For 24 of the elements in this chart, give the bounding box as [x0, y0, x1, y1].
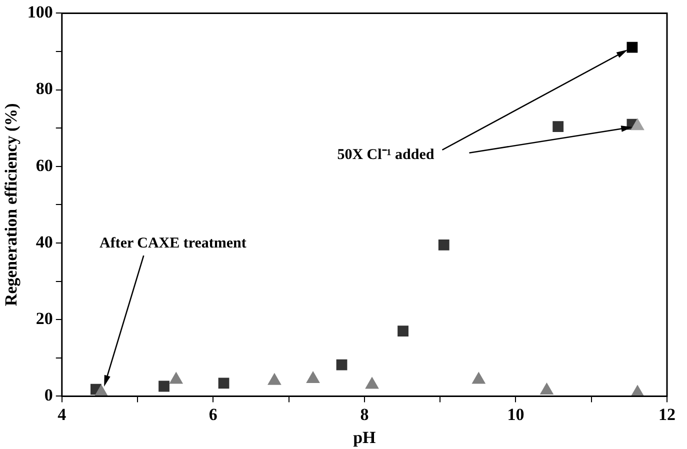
annotation: After CAXE treatment: [100, 235, 246, 252]
point: [268, 373, 282, 385]
point: [540, 382, 554, 394]
y-tick-label: 100: [27, 2, 53, 22]
point: [438, 239, 450, 250]
y-tick-label: 80: [36, 79, 53, 98]
point: [306, 371, 320, 383]
x-tick-label: 6: [208, 404, 218, 424]
point: [365, 377, 379, 389]
x-tick-label: 12: [658, 404, 676, 424]
annotation: 50X Cl⁻¹ added: [337, 146, 435, 163]
x-axis-title: pH: [353, 428, 376, 448]
point: [472, 372, 486, 384]
y-tick-label: 20: [36, 308, 53, 328]
x-tick-label: 4: [58, 404, 67, 424]
point: [626, 42, 638, 53]
y-tick-label: 60: [36, 156, 53, 175]
x-tick-label: 8: [360, 404, 369, 424]
y-tick-label: 40: [36, 232, 53, 252]
y-axis-title: Regeneration efficiency (%): [2, 103, 21, 306]
point: [552, 121, 564, 132]
x-tick-label: 10: [507, 404, 524, 424]
point: [170, 372, 183, 384]
y-tick-label: 0: [44, 386, 53, 405]
